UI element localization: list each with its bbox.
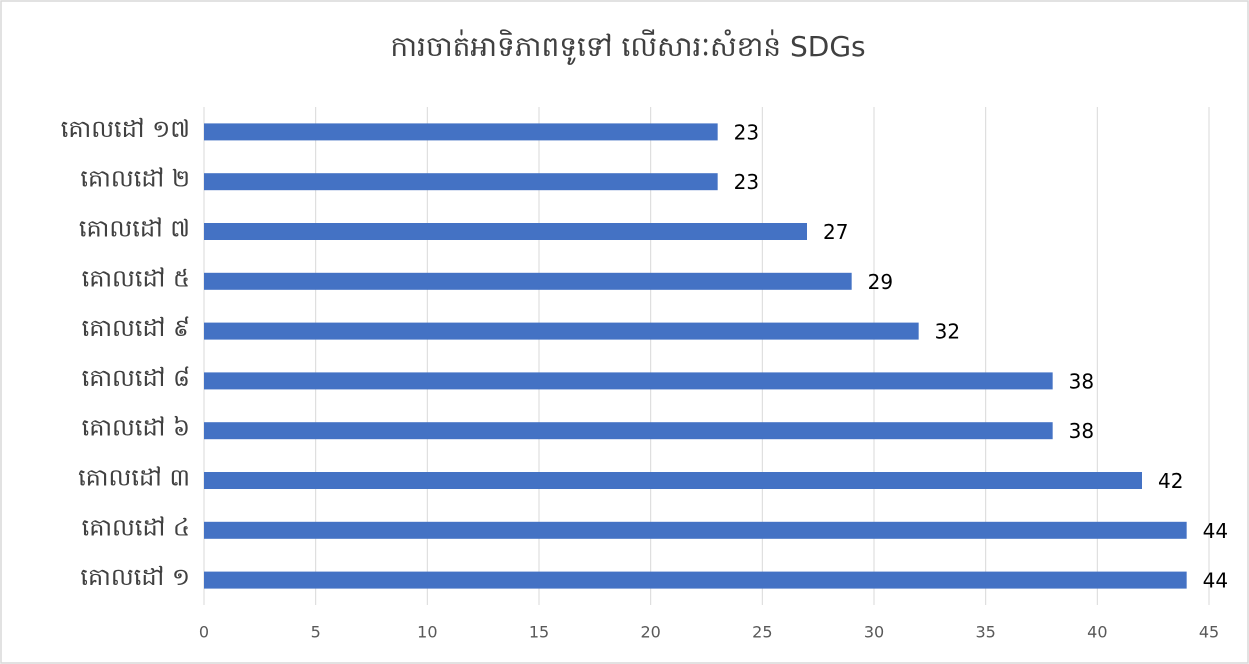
bar	[204, 521, 1187, 539]
y-tick-label: គោលដៅ ៨	[82, 364, 190, 392]
data-label: 44	[1203, 519, 1228, 543]
x-tick-label: 20	[640, 623, 660, 642]
x-tick-label: 0	[199, 623, 209, 642]
y-tick-label: គោលដៅ ៦	[82, 414, 190, 442]
x-tick-label: 25	[752, 623, 772, 642]
y-tick-label: គោលដៅ ៧	[79, 215, 190, 243]
y-tick-label: គោលដៅ ៥	[82, 264, 190, 292]
bar	[204, 223, 807, 240]
bar	[204, 472, 1142, 489]
x-tick-label: 10	[417, 623, 437, 642]
bar	[204, 173, 718, 191]
bar	[204, 571, 1187, 589]
bar	[204, 422, 1053, 440]
y-tick-label: គោលដៅ ៩	[82, 314, 190, 342]
data-label: 38	[1069, 369, 1094, 393]
y-tick-label: គោលដៅ ២	[80, 165, 190, 193]
y-tick-label: គោលដៅ ៣	[78, 464, 190, 492]
data-label: 23	[734, 170, 759, 194]
x-tick-label: 35	[975, 623, 995, 642]
x-tick-label: 40	[1087, 623, 1107, 642]
x-tick-label: 5	[311, 623, 321, 642]
data-label: 42	[1158, 469, 1183, 493]
bar	[204, 272, 852, 290]
x-tick-label: 30	[864, 623, 884, 642]
y-tick-label: គោលដៅ ១	[80, 563, 190, 591]
y-tick-label: គោលដៅ ៤	[82, 513, 190, 541]
data-label: 29	[868, 270, 893, 294]
data-label: 32	[935, 320, 960, 344]
data-label: 44	[1203, 569, 1228, 593]
data-label: 38	[1069, 419, 1094, 443]
y-tick-label: គោលដៅ ១៧	[61, 115, 190, 143]
chart-title: ការចាត់អាទិភាពទូទៅ លើសារៈសំខាន់ SDGs	[390, 29, 865, 65]
bar	[204, 123, 718, 141]
x-tick-label: 45	[1199, 623, 1219, 642]
x-tick-label: 15	[529, 623, 549, 642]
bar	[204, 372, 1053, 390]
data-label: 27	[823, 220, 848, 244]
data-label: 23	[734, 120, 759, 144]
bar	[204, 322, 919, 340]
